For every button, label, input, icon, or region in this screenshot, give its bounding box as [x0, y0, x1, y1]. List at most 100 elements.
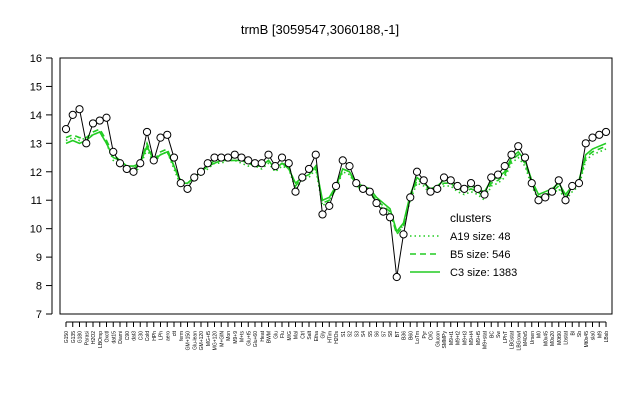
data-point — [122, 164, 131, 174]
x-tick-label: dat3 — [132, 331, 138, 341]
legend-title: clusters — [450, 211, 491, 225]
x-tick-label: LPhT — [503, 331, 509, 343]
x-tick-label: LBsb — [604, 331, 610, 343]
x-tick-label: GM+150 — [186, 331, 192, 351]
data-point — [257, 159, 266, 168]
chart-title: trmB [3059547,3060188,-1] — [241, 22, 399, 37]
data-point — [365, 187, 374, 196]
data-point — [439, 173, 449, 182]
x-tick-label: S8 — [388, 331, 394, 337]
data-point — [601, 127, 611, 137]
x-tick-label: MG+t5 — [206, 331, 212, 346]
x-tick-label: Flu — [280, 331, 286, 338]
data-point — [203, 159, 212, 168]
x-tick-label: M0t90 — [557, 331, 563, 345]
data-point — [156, 133, 165, 142]
y-tick-label: 12 — [30, 167, 42, 179]
y-tick-label: 8 — [36, 281, 42, 293]
cluster-lines — [65, 128, 607, 237]
data-point — [271, 161, 280, 171]
x-tick-label: sla0 — [591, 331, 597, 340]
y-tick-label: 16 — [30, 53, 42, 65]
x-tick-label: Glu — [273, 331, 279, 339]
x-tick-label: LoTm — [415, 331, 421, 344]
x-tick-label: SMMPy — [442, 331, 448, 349]
data-point — [568, 181, 577, 191]
data-point — [520, 153, 530, 162]
data-point — [541, 193, 550, 202]
x-tick-label: Gly — [321, 331, 327, 339]
x-tick-label: MG+120 — [213, 331, 219, 351]
y-tick-label: 13 — [30, 138, 42, 150]
data-series — [61, 105, 611, 282]
y-tick-label: 14 — [30, 110, 42, 122]
data-point — [406, 193, 415, 202]
x-tick-label: S1 — [341, 331, 347, 337]
data-point — [102, 113, 111, 122]
data-point — [304, 164, 314, 174]
x-tick-label: Parasi — [84, 331, 90, 345]
data-point — [595, 130, 604, 139]
data-point — [419, 176, 428, 185]
x-tick-label: Ursen — [530, 331, 536, 345]
x-tick-label: Diami — [118, 331, 124, 344]
x-tick-label: B36 — [402, 331, 408, 340]
x-tick-label: LPh — [159, 331, 165, 340]
data-point — [487, 173, 496, 182]
x-tick-label: LBGrowt — [516, 330, 522, 350]
data-point — [142, 127, 152, 137]
data-point — [574, 179, 584, 188]
data-point — [331, 181, 341, 191]
y-tick-label: 10 — [30, 224, 42, 236]
data-point — [291, 187, 300, 196]
data-point — [149, 156, 158, 165]
x-tick-label: BT — [395, 331, 401, 337]
data-point — [379, 207, 388, 216]
data-point — [244, 156, 253, 165]
data-point — [318, 210, 327, 219]
x-tick-label: Lbstat — [564, 330, 570, 344]
data-point — [237, 153, 246, 162]
data-point — [507, 150, 516, 159]
x-tick-label: G180 — [78, 331, 84, 343]
data-point — [95, 116, 104, 125]
data-point — [250, 159, 260, 168]
data-point — [223, 153, 233, 162]
x-tick-label: M40x5 — [523, 331, 529, 346]
x-tick-label: B60 — [408, 331, 414, 340]
x-tick-label: G135 — [71, 331, 77, 343]
x-tick-label: Etha — [314, 331, 320, 342]
x-tick-label: Sb — [577, 331, 583, 337]
data-point — [514, 142, 523, 151]
x-tick-label: O/G — [429, 331, 435, 340]
x-tick-label: S2 — [348, 331, 354, 337]
data-point — [385, 213, 395, 222]
x-tick-label: LBGstat — [510, 330, 516, 349]
x-tick-label: Heat — [260, 330, 266, 341]
x-tick-label: M9+t2 — [456, 331, 462, 345]
x-tick-label: LBOmp — [98, 331, 104, 348]
plot-frame — [59, 57, 613, 315]
data-point — [277, 153, 287, 162]
cluster-line-dashed — [65, 128, 607, 237]
x-tick-label: M9+t1 — [449, 331, 455, 345]
x-tick-label: Mt0x45 — [584, 331, 590, 348]
x-tick-label: BC — [489, 331, 495, 338]
data-point — [392, 272, 401, 282]
x-tick-label: Mon — [226, 331, 232, 341]
y-tick-label: 11 — [31, 195, 42, 207]
data-point — [399, 230, 408, 239]
data-point — [163, 130, 172, 139]
data-point — [480, 190, 489, 199]
x-tick-label: Pyr — [422, 331, 428, 339]
data-point — [115, 159, 125, 168]
x-tick-label: M0x20 — [550, 331, 556, 346]
x-axis: G150 G135 G180 Parasi H2O2 LBOmp Oxctl dat15 Dia… — [64, 321, 610, 351]
data-point — [183, 184, 192, 193]
data-point — [75, 105, 84, 114]
data-point — [264, 150, 273, 159]
data-point — [129, 167, 138, 176]
data-point — [433, 184, 442, 193]
data-point — [352, 179, 361, 188]
